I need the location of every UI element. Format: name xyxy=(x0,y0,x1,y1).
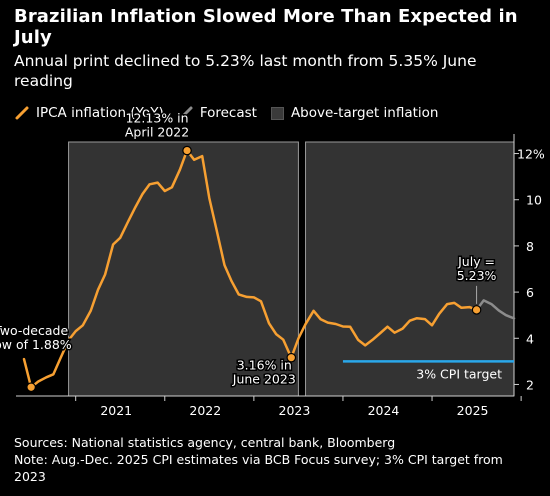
annotation-text-0: low of 1.88% xyxy=(0,337,72,352)
legend-label-ipca: IPCA inflation (YoY) xyxy=(36,105,164,121)
x-tick-label: 2024 xyxy=(368,403,400,418)
legend: IPCA inflation (YoY) Forecast Above-targ… xyxy=(14,103,452,123)
footer: Sources: National statistics agency, cen… xyxy=(14,434,534,485)
annotation-text-1: 12.13% in xyxy=(126,111,189,126)
legend-line-icon-gray xyxy=(179,106,193,120)
chart-subtitle: Annual print declined to 5.23% last mont… xyxy=(14,52,477,90)
annotation-text-2: June 2023 xyxy=(232,372,296,387)
legend-item-ipca: IPCA inflation (YoY) xyxy=(14,105,164,121)
x-tick-label: 2021 xyxy=(100,403,132,418)
x-tick-label: 2025 xyxy=(457,403,489,418)
footer-sources: Sources: National statistics agency, cen… xyxy=(14,435,396,450)
annotation-marker-1 xyxy=(182,145,192,156)
chart-title: Brazilian Inflation Slowed More Than Exp… xyxy=(14,6,518,48)
legend-label-forecast: Forecast xyxy=(199,105,257,121)
chart-plot: 2021 2022 2023 2024 2025 12% 10 8 6 4 2 3% CPI tar… xyxy=(0,109,545,418)
annotation-text-2: 3.16% in xyxy=(237,358,292,373)
y-tick-label: 6 xyxy=(526,285,534,300)
x-tick-label: 2022 xyxy=(189,403,221,418)
series-lines xyxy=(22,149,516,389)
y-tick-label: 4 xyxy=(526,331,534,346)
annotation-text-3: 5.23% xyxy=(457,268,497,283)
annotation-marker-2 xyxy=(286,352,297,363)
ipca-line xyxy=(22,149,478,389)
legend-item-forecast: Forecast xyxy=(178,105,257,121)
legend-label-above-target: Above-target inflation xyxy=(290,105,439,121)
annotation-text-3: July = xyxy=(457,254,495,269)
x-tick-label: 2023 xyxy=(279,403,311,418)
y-tick-label: 8 xyxy=(526,239,534,254)
legend-line-icon-orange xyxy=(15,106,29,120)
axes: 2021 2022 2023 2024 2025 12% 10 8 6 4 2 xyxy=(16,134,545,418)
legend-box-icon xyxy=(270,106,284,120)
annotation-text-0: Two-decade xyxy=(0,323,68,338)
target-line-group: 3% CPI target xyxy=(342,360,514,381)
legend-item-above-target: Above-target inflation xyxy=(270,105,439,121)
annotation-marker-0 xyxy=(26,382,36,393)
y-tick-label: 10 xyxy=(526,193,542,208)
forecast-line xyxy=(475,299,516,320)
target-line-label: 3% CPI target xyxy=(416,366,502,381)
annotation-marker-3 xyxy=(471,305,482,315)
footer-note: Note: Aug.-Dec. 2025 CPI estimates via B… xyxy=(14,452,503,484)
shaded-regions xyxy=(68,141,515,397)
annotation-text-1: April 2022 xyxy=(125,125,189,140)
y-tick-label: 2 xyxy=(526,377,534,392)
y-tick-label: 12% xyxy=(517,147,545,162)
